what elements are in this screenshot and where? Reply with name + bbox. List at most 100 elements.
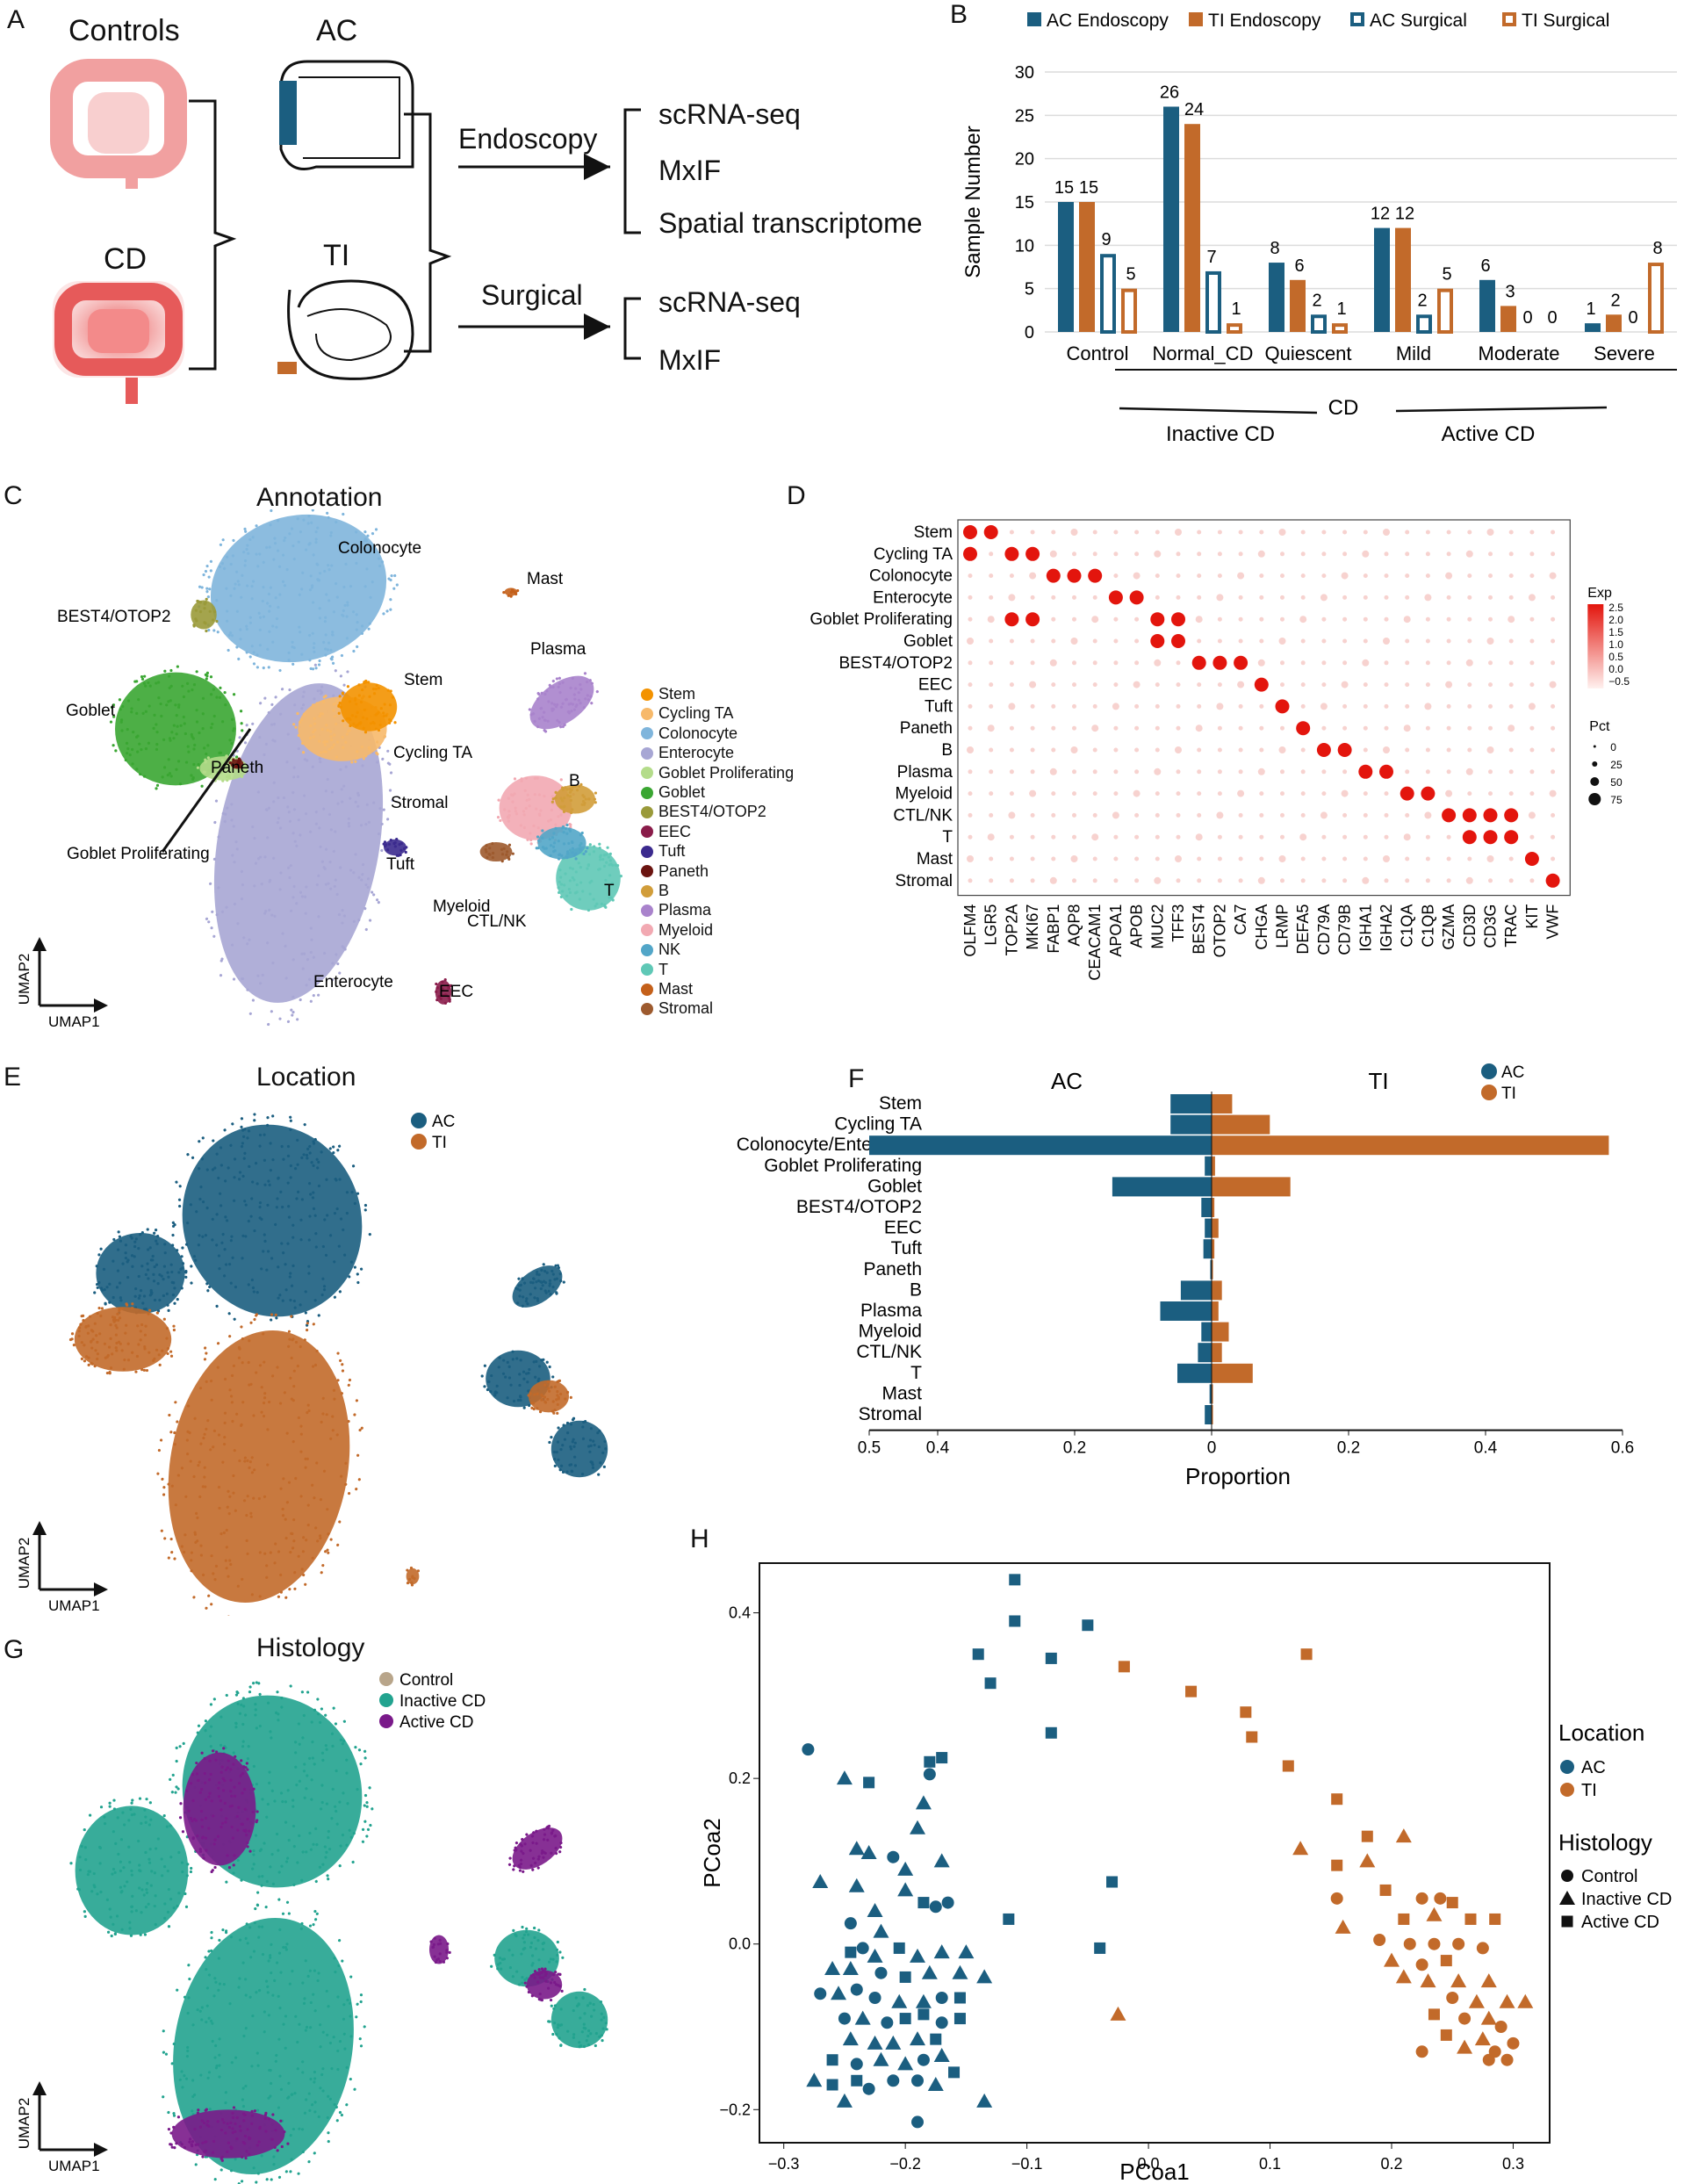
cluster-goblet-inactive-point [177, 1850, 181, 1855]
dot [1384, 878, 1389, 883]
cluster-immune-ac-point [528, 1403, 531, 1408]
cluster-enterocyte-inactive-point [218, 2064, 221, 2067]
cluster-plasma-active-point [530, 1834, 535, 1838]
panel-label-d: D [787, 481, 806, 510]
cluster-colonocyte-point [285, 567, 289, 572]
cluster-colon-inactive-point [277, 1719, 280, 1722]
cluster-enterocyte-point [232, 977, 236, 981]
dot [1113, 530, 1119, 535]
cluster-enterocyte-point [300, 707, 304, 710]
dot [1259, 834, 1264, 840]
data-point [1300, 1648, 1313, 1661]
cluster-t-point [559, 895, 563, 898]
cluster-ti-goblet-point [139, 1330, 142, 1333]
dot [1197, 812, 1202, 818]
cluster-colonocyte-point [309, 574, 313, 578]
cluster-goblet-inactive-point [163, 1902, 167, 1906]
cluster-t-inactive-point [588, 2001, 592, 2005]
cluster-immune-ti-point [564, 1397, 567, 1401]
cluster-ti-enterocyte-point [249, 1515, 253, 1518]
cluster-colonocyte-point [337, 544, 341, 547]
cluster-myeloid-point [554, 823, 558, 826]
umap-y-arrow [32, 1521, 47, 1535]
ac-bar [1170, 1114, 1212, 1135]
data-point [1384, 1952, 1400, 1967]
cluster-enterocyte-inactive-point [303, 2111, 307, 2115]
cluster-goblet-point [240, 722, 243, 725]
legend-dot [379, 1693, 393, 1707]
cluster-enterocyte-point [217, 835, 220, 839]
cluster-enterocyte-point [341, 945, 344, 948]
cluster-enterocyte-inactive-point [313, 2110, 317, 2114]
cluster-t-point [565, 894, 569, 897]
cluster-active-bottom-point [204, 2140, 207, 2144]
cluster-colon-inactive-point [248, 1690, 252, 1694]
dot [1467, 530, 1472, 535]
cluster-ac-colon-point [277, 1296, 280, 1300]
cluster-enterocyte-inactive-point [213, 2056, 217, 2059]
dot [1342, 769, 1348, 775]
cluster-colonocyte-point [236, 580, 240, 583]
cluster-t-inactive-point [582, 2044, 586, 2049]
cluster-ac-colon-point [253, 1113, 256, 1116]
cluster-goblet-inactive-point [112, 1830, 115, 1834]
cluster-ti-enterocyte-point [315, 1461, 319, 1465]
y-tick-label: 20 [1015, 150, 1034, 169]
cluster-t-ac-point [602, 1465, 606, 1468]
cluster-ac-colon-point [312, 1164, 315, 1167]
cluster-ti-enterocyte-point [274, 1313, 277, 1316]
cluster-immune-ac-point [498, 1356, 501, 1359]
cluster-enterocyte-point [302, 794, 306, 797]
cluster-ac-colon-point [190, 1265, 193, 1268]
dot [1113, 616, 1119, 622]
cluster-ti-goblet-point [169, 1354, 174, 1358]
cluster-goblet-inactive-point [144, 1905, 148, 1909]
cluster-stem-point [375, 683, 378, 688]
dot [1091, 833, 1099, 841]
cluster-cycling-ta-point [320, 751, 323, 754]
dot [1259, 812, 1264, 818]
cluster-enterocyte-inactive-point [287, 2081, 291, 2085]
cluster-enterocyte-point [242, 936, 246, 940]
cluster-enterocyte-point [263, 912, 267, 915]
dot [1150, 612, 1165, 627]
cluster-tuft-active-point [432, 1943, 436, 1947]
cluster-eec-point [441, 980, 444, 984]
cluster-enterocyte-inactive-point [218, 2037, 221, 2041]
dot [989, 682, 994, 688]
cluster-goblet-inactive-point [111, 1872, 114, 1876]
cluster-colon-inactive-point [303, 1796, 306, 1799]
cluster-enterocyte-point [291, 832, 295, 835]
x-tick-label: −0.1 [1011, 2155, 1043, 2173]
cluster-cycling-ta-point [297, 733, 300, 738]
dot [1134, 812, 1140, 818]
cluster-colon-inactive-point [315, 1842, 319, 1847]
cluster-tuft-point [405, 846, 408, 849]
dot [1488, 769, 1493, 775]
cluster-enterocyte-point [267, 1022, 270, 1027]
cluster-goblet-inactive-point [167, 1925, 171, 1928]
cluster-b-point [554, 790, 558, 794]
cluster-t-ac-point [571, 1418, 575, 1422]
dot [1363, 834, 1368, 840]
cluster-colon-inactive-point [294, 1751, 298, 1755]
cluster-cycling-ta-point [344, 740, 348, 744]
cluster-cycling-ta-point [294, 725, 298, 729]
cluster-colon-inactive-point [309, 1848, 313, 1851]
cluster-ti-goblet-point [83, 1359, 87, 1363]
cluster-enterocyte-point [386, 761, 390, 765]
exp-tick: −0.5 [1608, 675, 1630, 688]
cluster-goblet-inactive-point [108, 1805, 112, 1808]
cluster-ac-goblet-point [115, 1286, 119, 1289]
cluster-eec-point [443, 993, 448, 997]
cluster-ac-goblet-point [112, 1295, 115, 1300]
cluster-ti-enterocyte-point [229, 1562, 233, 1567]
cluster-ti-enterocyte-point [294, 1476, 298, 1481]
cluster-active-bottom-point [258, 2125, 262, 2129]
cluster-goblet-point [144, 710, 148, 713]
dot [1176, 791, 1181, 796]
cluster-mast-point [516, 588, 520, 593]
cluster-t-ac-point [601, 1451, 605, 1455]
dot [1197, 791, 1202, 796]
cluster-ti-enterocyte-point [241, 1337, 244, 1341]
